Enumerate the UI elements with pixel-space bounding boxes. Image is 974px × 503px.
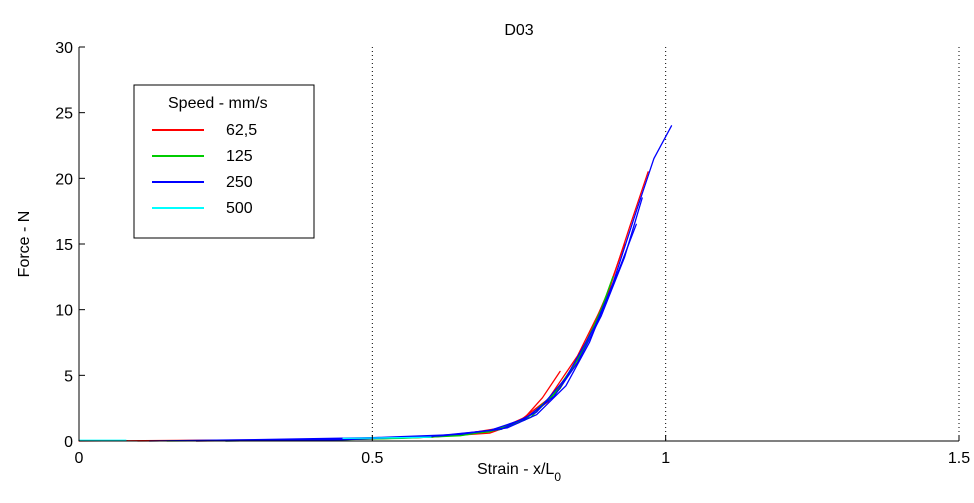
y-tick-label: 25 [55, 106, 73, 123]
x-tick-label: 0 [75, 450, 84, 467]
x-axis-title-main: Strain - x/L [477, 461, 554, 478]
legend-title: Speed - mm/s [168, 95, 268, 112]
x-axis-title-subscript: 0 [554, 470, 561, 484]
legend-label: 500 [226, 200, 253, 217]
y-tick-label: 5 [64, 368, 73, 385]
legend-items: 62,5 125 250 500 [152, 122, 257, 217]
legend: Speed - mm/s 62,5 125 250 500 [133, 84, 315, 239]
y-tick-label: 20 [55, 171, 73, 188]
series-line [342, 436, 432, 440]
y-tick-label: 15 [55, 237, 73, 254]
chart-title: D03 [504, 22, 533, 39]
x-tick-label: 1 [661, 450, 670, 467]
legend-box [133, 84, 315, 239]
y-tick-label: 10 [55, 303, 73, 320]
grid-lines [371, 47, 960, 441]
x-tick-label: 0.5 [361, 450, 383, 467]
legend-label: 62,5 [226, 122, 257, 139]
legend-label: 250 [226, 174, 253, 191]
x-axis-title: Strain - x/L0 [477, 461, 561, 484]
y-tick-label: 30 [55, 40, 73, 57]
axis-ticks: 0 0.5 1 1.5 0 5 10 15 20 25 30 [55, 40, 970, 467]
y-axis-title: Force - N [16, 211, 33, 278]
y-tick-label: 0 [64, 434, 73, 451]
legend-label: 125 [226, 148, 253, 165]
x-tick-label: 1.5 [948, 450, 970, 467]
